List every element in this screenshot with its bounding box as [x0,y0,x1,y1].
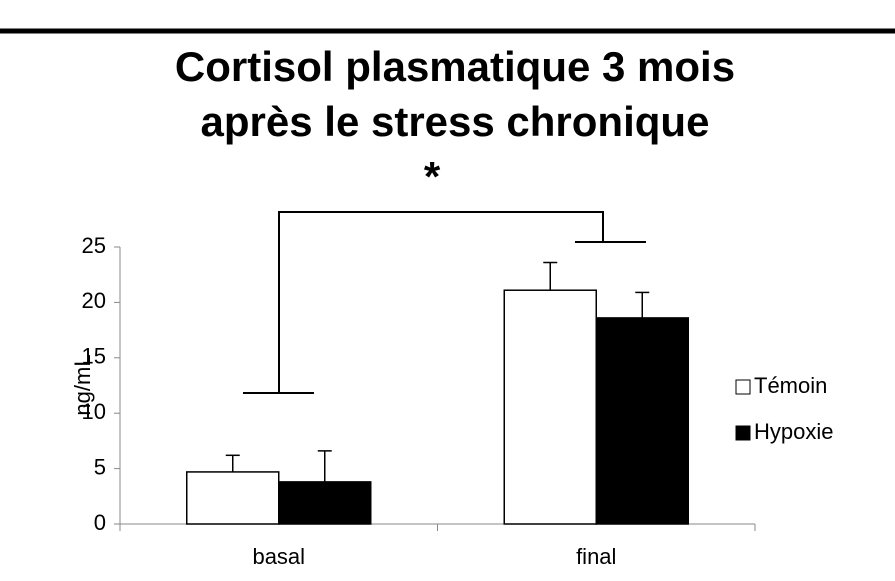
chart-title: après le stress chronique [201,98,710,145]
chart-title: Cortisol plasmatique 3 mois [175,43,735,90]
y-tick-label: 10 [82,399,106,424]
y-tick-label: 0 [94,510,106,535]
legend-label: Hypoxie [754,419,833,444]
x-tick-label: basal [252,544,305,569]
legend-swatch [735,425,751,441]
significance-mark: * [424,153,441,200]
y-axis-label: ng/mL [70,354,95,415]
legend-label: Témoin [754,373,827,398]
legend-swatch [735,379,751,395]
y-tick-label: 5 [94,454,106,479]
bar [278,481,372,525]
bar [186,471,280,525]
y-tick-label: 15 [82,344,106,369]
bar [595,317,689,525]
significance-bracket [243,211,646,394]
x-tick-label: final [576,544,616,569]
bar [503,289,597,525]
y-tick-label: 25 [82,233,106,258]
y-tick-label: 20 [82,288,106,313]
